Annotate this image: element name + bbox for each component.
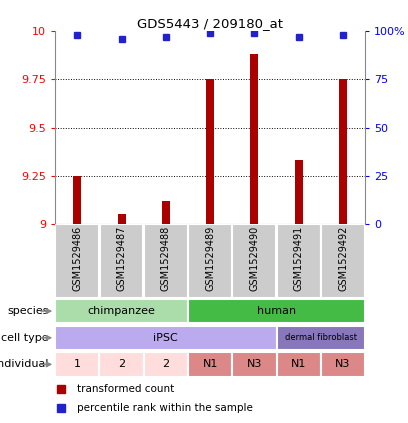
Bar <box>55 224 99 298</box>
Bar <box>233 224 276 298</box>
Bar <box>144 224 188 298</box>
Text: transformed count: transformed count <box>77 384 174 394</box>
Text: 2: 2 <box>118 360 125 369</box>
Text: N1: N1 <box>202 360 218 369</box>
Bar <box>55 299 188 323</box>
Bar <box>118 214 126 224</box>
Text: percentile rank within the sample: percentile rank within the sample <box>77 403 253 413</box>
Text: GSM1529490: GSM1529490 <box>249 226 259 291</box>
Bar <box>162 201 170 224</box>
Bar <box>277 326 365 350</box>
Text: GSM1529487: GSM1529487 <box>117 226 126 291</box>
Text: GSM1529486: GSM1529486 <box>72 226 82 291</box>
Bar <box>321 224 365 298</box>
Text: cell type: cell type <box>1 333 49 343</box>
Bar <box>55 326 277 350</box>
Bar <box>188 299 365 323</box>
Bar <box>100 224 144 298</box>
Text: chimpanzee: chimpanzee <box>88 306 155 316</box>
Bar <box>206 80 214 224</box>
Text: N3: N3 <box>335 360 351 369</box>
Text: GSM1529492: GSM1529492 <box>338 226 348 291</box>
Bar <box>55 352 100 376</box>
Bar <box>100 352 144 376</box>
Text: 2: 2 <box>162 360 169 369</box>
Bar <box>188 224 232 298</box>
Text: N3: N3 <box>247 360 262 369</box>
Bar <box>277 224 321 298</box>
Text: iPSC: iPSC <box>153 333 178 343</box>
Bar <box>339 80 347 224</box>
Bar <box>321 352 365 376</box>
Bar <box>144 352 188 376</box>
Text: individual: individual <box>0 360 49 369</box>
Bar <box>251 55 258 224</box>
Bar <box>188 352 232 376</box>
Bar <box>277 352 321 376</box>
Bar <box>295 160 303 224</box>
Text: 1: 1 <box>74 360 81 369</box>
Text: species: species <box>7 306 49 316</box>
Text: GSM1529489: GSM1529489 <box>205 226 215 291</box>
Text: N1: N1 <box>291 360 306 369</box>
Bar <box>73 176 81 224</box>
Text: human: human <box>257 306 296 316</box>
Title: GDS5443 / 209180_at: GDS5443 / 209180_at <box>137 17 283 30</box>
Text: GSM1529491: GSM1529491 <box>294 226 304 291</box>
Bar <box>232 352 277 376</box>
Text: GSM1529488: GSM1529488 <box>161 226 171 291</box>
Text: dermal fibroblast: dermal fibroblast <box>285 333 357 342</box>
